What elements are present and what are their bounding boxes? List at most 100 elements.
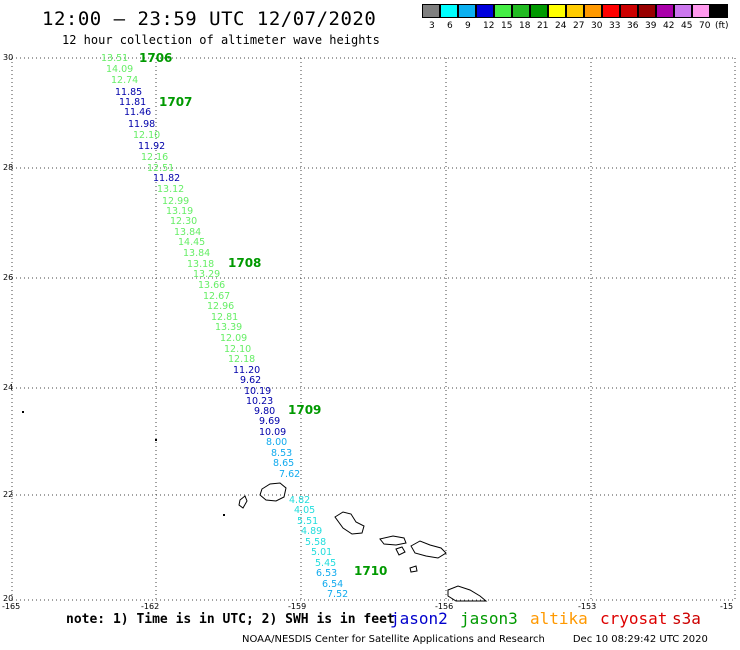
lon-label-159: -159 [288, 602, 307, 611]
wave-height-value: 8.00 [266, 437, 288, 448]
footer-note: note: 1) Time is in UTC; 2) SWH is in fe… [66, 612, 395, 627]
wave-height-value: 12.30 [170, 216, 198, 227]
legend-label: 42 [663, 21, 675, 31]
legend-label: 9 [465, 21, 471, 31]
lat-label-26: 26 [3, 273, 14, 282]
wave-height-value: 13.19 [166, 206, 194, 217]
legend-label: 18 [519, 21, 531, 31]
legend-swatch [530, 4, 548, 18]
footer-credit: NOAA/NESDIS Center for Satellite Applica… [242, 634, 708, 645]
oahu-island [334, 511, 365, 535]
legend-label: 6 [447, 21, 453, 31]
wave-height-value: 12.99 [162, 196, 190, 207]
wave-height-value: 12.67 [203, 291, 231, 302]
legend-swatch [476, 4, 494, 18]
wave-height-value: 10.09 [259, 427, 287, 438]
legend-label: 3 [429, 21, 435, 31]
wave-height-value: 12.10 [133, 130, 161, 141]
lat-label-30: 30 [3, 53, 14, 62]
map-title: 12:00 – 23:59 UTC 12/07/2020 [42, 8, 377, 30]
legend-swatch [602, 4, 620, 18]
track-id-label: 1709 [288, 403, 322, 417]
lat-label-22: 22 [3, 490, 14, 499]
legend-label: 24 [555, 21, 567, 31]
wave-height-value: 12.96 [207, 301, 235, 312]
sat-jason2: jason2 [390, 609, 448, 628]
legend-swatch [674, 4, 692, 18]
lon-label-165: -165 [2, 602, 21, 611]
wave-height-value: 12.09 [220, 333, 248, 344]
legend-label: 30 [591, 21, 603, 31]
wave-height-value: 14.45 [178, 237, 206, 248]
wave-height-value: 5.58 [305, 537, 327, 548]
wave-height-value: 12.16 [141, 152, 169, 163]
legend-label: 27 [573, 21, 585, 31]
legend-label: 70 [699, 21, 711, 31]
wave-height-value: 11.81 [119, 97, 147, 108]
wave-height-value: 11.98 [128, 119, 156, 130]
wave-height-value: 9.62 [240, 375, 262, 386]
maui-island [410, 540, 447, 559]
wave-height-value: 13.51 [101, 53, 129, 64]
wave-height-value: 13.18 [187, 259, 215, 270]
legend-swatch [512, 4, 530, 18]
legend-swatch [638, 4, 656, 18]
legend-swatch [548, 4, 566, 18]
wave-height-value: 9.69 [259, 416, 281, 427]
legend-label: 15 [501, 21, 513, 31]
wave-height-value: 10.23 [246, 396, 274, 407]
kahoolawe-island [409, 565, 418, 573]
map-subtitle: 12 hour collection of altimeter wave hei… [62, 33, 380, 47]
wave-height-value: 4.05 [294, 505, 316, 516]
legend-swatch [584, 4, 602, 18]
islet-dots [22, 411, 225, 516]
legend-label: 12 [483, 21, 495, 31]
legend-label: 36 [627, 21, 639, 31]
track-id-label: 1708 [228, 256, 262, 270]
wave-height-value: 13.84 [174, 227, 202, 238]
legend-label: 21 [537, 21, 549, 31]
wave-height-value: 10.19 [244, 386, 272, 397]
wave-height-value: 12.18 [228, 354, 256, 365]
wave-height-value: 14.09 [106, 64, 134, 75]
wave-height-value: 5.51 [297, 516, 319, 527]
wave-height-value: 12.51 [147, 163, 175, 174]
islet-dot [155, 439, 157, 441]
molokai-island [379, 535, 407, 546]
lat-label-20: 20 [3, 594, 14, 603]
wave-height-value: 8.65 [273, 458, 295, 469]
sat-cryosat: cryosat [600, 609, 668, 628]
legend-swatch [440, 4, 458, 18]
lon-label-150: -15 [720, 602, 734, 611]
legend-swatch [422, 4, 440, 18]
wave-height-value: 11.85 [115, 87, 143, 98]
generated-time: Dec 10 08:29:42 UTC 2020 [572, 634, 708, 645]
wave-height-value: 4.82 [289, 495, 311, 506]
wave-height-value: 13.66 [198, 280, 226, 291]
big-island [447, 585, 488, 602]
niihau-island [238, 495, 248, 509]
sat-s3a: s3a [672, 609, 701, 628]
wave-height-value: 5.45 [315, 558, 337, 569]
wave-height-value: 13.39 [215, 322, 243, 333]
wave-height-value: 6.54 [322, 579, 344, 590]
wave-height-value: 6.53 [316, 568, 338, 579]
legend-swatch [494, 4, 512, 18]
legend-swatch [710, 4, 728, 18]
wave-height-value: 12.81 [211, 312, 239, 323]
legend-label: 39 [645, 21, 657, 31]
lat-label-24: 24 [3, 383, 14, 392]
wave-height-value: 13.12 [157, 184, 185, 195]
legend-label: (ft) [715, 21, 729, 31]
lon-label-153: -153 [578, 602, 597, 611]
track-id-label: 1707 [159, 95, 193, 109]
islet-dot [223, 514, 225, 516]
wave-height-value: 13.29 [193, 269, 221, 280]
sat-jason3: jason3 [460, 609, 518, 628]
track-id-label: 1706 [139, 51, 173, 65]
legend-label: 33 [609, 21, 621, 31]
lat-label-28: 28 [3, 163, 14, 172]
wave-height-value: 5.01 [311, 547, 333, 558]
map-grid [11, 57, 736, 601]
